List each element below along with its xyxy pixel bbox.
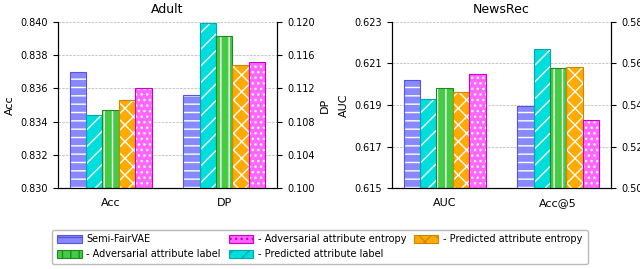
- Bar: [249, 62, 266, 188]
- Y-axis label: DP: DP: [320, 97, 330, 112]
- Bar: [216, 36, 232, 188]
- Bar: [436, 88, 452, 188]
- Bar: [420, 99, 436, 188]
- Legend: Semi-FairVAE, - Adversarial attribute label, - Adversarial attribute entropy, - : Semi-FairVAE, - Adversarial attribute la…: [52, 229, 588, 264]
- Bar: [566, 67, 583, 188]
- Bar: [436, 88, 452, 188]
- Bar: [583, 119, 599, 188]
- Bar: [403, 80, 420, 188]
- Title: NewsRec: NewsRec: [473, 3, 530, 16]
- Bar: [583, 119, 599, 188]
- Bar: [70, 72, 86, 188]
- Bar: [135, 88, 152, 188]
- Y-axis label: Acc: Acc: [4, 95, 15, 115]
- Bar: [452, 92, 469, 188]
- Bar: [403, 80, 420, 188]
- Bar: [517, 106, 534, 188]
- Bar: [119, 100, 135, 188]
- Bar: [200, 23, 216, 188]
- Bar: [86, 115, 102, 188]
- Bar: [102, 110, 119, 188]
- Bar: [534, 49, 550, 188]
- Bar: [86, 115, 102, 188]
- Bar: [469, 74, 486, 188]
- Bar: [249, 62, 266, 188]
- Bar: [517, 106, 534, 188]
- Bar: [135, 88, 152, 188]
- Bar: [200, 23, 216, 188]
- Title: Adult: Adult: [151, 3, 184, 16]
- Bar: [550, 68, 566, 188]
- Bar: [183, 95, 200, 188]
- Bar: [183, 95, 200, 188]
- Bar: [232, 65, 249, 188]
- Bar: [420, 99, 436, 188]
- Bar: [550, 68, 566, 188]
- Bar: [534, 49, 550, 188]
- Bar: [232, 65, 249, 188]
- Bar: [216, 36, 232, 188]
- Bar: [102, 110, 119, 188]
- Bar: [469, 74, 486, 188]
- Y-axis label: AUC: AUC: [339, 93, 349, 117]
- Bar: [70, 72, 86, 188]
- Bar: [452, 92, 469, 188]
- Bar: [119, 100, 135, 188]
- Bar: [566, 67, 583, 188]
